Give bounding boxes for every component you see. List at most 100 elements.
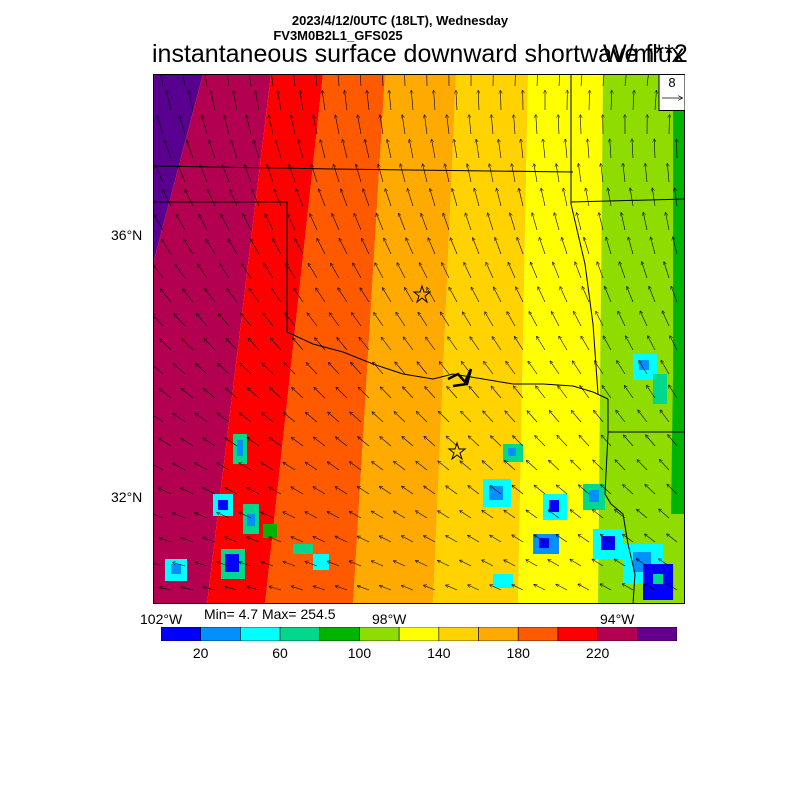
wind-arrow — [673, 237, 678, 255]
band-100 — [598, 74, 685, 604]
wind-arrow — [498, 140, 502, 159]
wind-arrow — [494, 287, 502, 303]
wind-arrow — [166, 91, 172, 111]
wind-arrow — [526, 560, 538, 567]
wind-arrow — [247, 438, 260, 447]
wind-arrow — [269, 115, 274, 135]
wind-arrow — [473, 238, 480, 255]
wind-arrow — [556, 535, 568, 543]
border-mo-ar — [570, 198, 685, 203]
wind-vectors — [153, 74, 679, 591]
wind-arrow — [363, 189, 370, 207]
band-180 — [265, 74, 385, 604]
wind-arrow — [159, 538, 172, 543]
wind-arrow — [225, 537, 238, 543]
wind-arrow — [394, 561, 406, 567]
wind-arrow — [165, 140, 172, 159]
wind-arrow — [182, 339, 194, 351]
wind-arrow — [358, 387, 370, 399]
wind-arrow — [156, 165, 164, 183]
wind-arrow — [195, 562, 208, 567]
wind-arrow — [647, 386, 656, 399]
lon-label-102: 102°W — [140, 611, 183, 627]
units-label: W/m**2 — [603, 40, 688, 68]
wind-arrow — [570, 560, 582, 567]
wind-arrow — [655, 91, 656, 111]
wind-arrow — [328, 412, 340, 423]
wind-arrow — [428, 238, 436, 255]
wind-arrow — [242, 264, 252, 279]
wind-arrow — [558, 115, 559, 135]
wind-arrow — [310, 214, 318, 231]
wind-arrow — [397, 263, 406, 279]
wind-arrow — [667, 164, 669, 183]
wind-arrow — [599, 213, 604, 231]
wind-arrow — [394, 511, 406, 519]
colorbar-swatch — [438, 627, 479, 641]
wind-arrow — [534, 585, 546, 591]
wind-arrow — [439, 412, 450, 423]
wind-arrow — [670, 336, 678, 351]
wind-arrow — [468, 535, 480, 543]
wind-arrow — [646, 435, 656, 447]
wind-arrow — [476, 140, 480, 159]
colorbar-tick-label: 100 — [347, 645, 372, 661]
wind-arrow — [548, 560, 560, 567]
wind-arrow — [643, 213, 648, 231]
wind-arrow — [292, 388, 304, 399]
wind-arrow — [443, 213, 450, 231]
wind-arrow — [206, 239, 216, 255]
wind-arrow — [642, 262, 648, 279]
colorbar-tick-label: 220 — [585, 645, 610, 661]
wind-arrow — [249, 289, 260, 303]
wind-arrow — [243, 214, 252, 231]
wind-arrow — [574, 312, 582, 327]
wind-arrow — [274, 189, 282, 207]
wind-arrow — [270, 388, 282, 399]
lon-label-94: 94°W — [600, 611, 635, 627]
wind-arrow — [317, 239, 326, 255]
wind-arrow — [203, 388, 216, 399]
wind-arrow — [512, 164, 516, 183]
wind-arrow — [283, 562, 296, 567]
wind-arrow — [485, 312, 494, 327]
wind-arrow — [300, 91, 304, 111]
wind-arrow — [160, 74, 164, 87]
min-max-stats: Min= 4.7 Max= 254.5 — [204, 606, 336, 622]
wind-arrow — [664, 262, 670, 279]
wind-arrow — [639, 361, 648, 375]
wind-arrow — [381, 337, 392, 351]
wind-arrow — [469, 387, 480, 399]
wind-arrow — [331, 263, 340, 279]
wind-arrow — [222, 165, 230, 183]
wind-arrow — [154, 215, 164, 231]
wind-arrow — [409, 140, 414, 159]
wind-arrow — [296, 189, 304, 207]
wind-arrow — [614, 559, 626, 567]
wind-arrow — [584, 238, 590, 255]
band-220 — [153, 74, 271, 604]
wind-arrow — [336, 437, 348, 447]
wind-arrow — [286, 264, 296, 279]
wind-arrow — [329, 313, 340, 327]
wind-arrow — [469, 436, 480, 447]
star-marker — [412, 284, 432, 304]
wind-arrow — [293, 338, 304, 351]
wind-arrow — [454, 140, 458, 159]
model-name: FV3M0B2L1_GFS025 — [273, 28, 403, 43]
wind-arrow — [578, 164, 582, 183]
wind-arrow — [269, 587, 282, 591]
map-plot: 8 — [153, 74, 685, 604]
wind-arrow — [652, 188, 656, 207]
wind-arrow — [327, 512, 340, 519]
wind-arrow — [659, 559, 670, 567]
wind-arrow — [610, 139, 611, 159]
wind-arrow — [196, 314, 208, 327]
wind-arrow — [589, 91, 590, 111]
wind-arrow — [577, 213, 582, 231]
wind-arrow — [261, 562, 274, 567]
wind-arrow — [618, 311, 626, 327]
wind-arrow — [362, 238, 370, 255]
wind-arrow — [554, 213, 560, 231]
wind-arrow — [226, 388, 238, 399]
